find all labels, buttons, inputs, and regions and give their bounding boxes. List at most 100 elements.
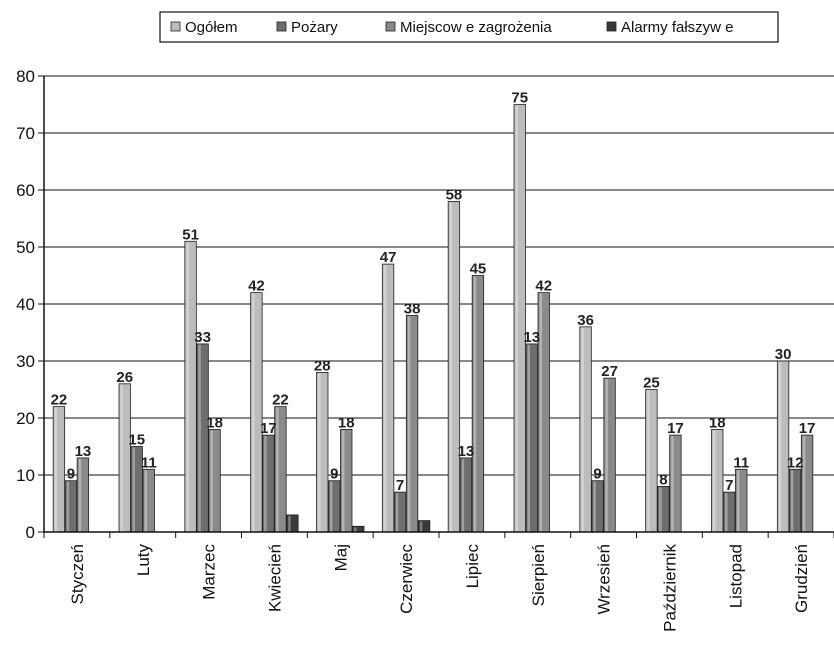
bar-highlight [671,436,674,532]
bar-highlight [461,458,465,532]
bar-highlight [66,481,70,532]
bar-highlight [527,344,530,532]
legend-swatch [170,21,181,32]
category-label: Luty [134,544,153,577]
y-tick-label: 40 [16,295,35,314]
legend-label: Alarmy fałszyw e [621,19,734,36]
bar-highlight [252,293,255,532]
bar-highlight [342,430,345,532]
bar-highlight [515,105,518,532]
axes: 0 10 20 30 40 50 60 70 80 Styczeń Luty Marzec Kwieci… [16,67,834,632]
bar-highlight [539,293,542,532]
legend-swatch [276,21,287,32]
data-labels: 2291326151151331842172228918477385813457… [51,90,816,495]
data-label: 7 [725,477,733,494]
y-tick-label: 70 [16,124,35,143]
category-label: Czerwiec [397,544,416,614]
bar-highlight [288,515,291,532]
category-label: Marzec [200,544,219,600]
data-label: 13 [75,443,92,460]
bar-highlight [276,407,279,532]
bar-highlight [383,265,387,532]
y-tick-label: 50 [16,238,35,257]
data-label: 45 [470,261,487,278]
legend: Ogółem Pożary Miejscow e zagrożenia Alarmy … [159,11,779,43]
data-label: 8 [659,471,667,488]
legend-swatch [606,21,617,32]
data-label: 42 [535,278,552,295]
y-tick-label: 20 [16,409,35,428]
bar-highlight [449,202,453,532]
bar-highlight [778,362,782,532]
legend-box [159,11,779,43]
bar-highlight [144,470,147,532]
y-tick-label: 0 [26,523,35,542]
bar-highlight [713,430,716,532]
category-label: Sierpień [529,544,548,606]
y-tick-label: 60 [16,181,35,200]
data-label: 30 [775,346,792,363]
category-label: Maj [331,544,350,571]
data-label: 58 [446,186,463,203]
bar-highlight [473,276,477,532]
bar-highlight [54,407,58,532]
bar-highlight [790,470,794,532]
y-tick-label: 30 [16,352,35,371]
data-label: 51 [182,226,199,243]
category-label: Styczeń [68,544,87,604]
data-label: 12 [787,454,804,471]
bar-highlight [659,487,662,532]
data-label: 17 [799,420,816,437]
category-label: Wrzesień [595,544,614,615]
data-label: 22 [51,392,68,409]
bar-highlight [647,390,650,532]
bars [52,104,814,533]
category-label: Październik [660,544,679,632]
legend-label: Ogółem [185,19,238,36]
data-label: 11 [733,454,749,471]
bar-highlight [78,458,82,532]
data-label: 11 [141,454,157,471]
bar-highlight [737,470,740,532]
category-label: Kwiecień [265,544,284,612]
category-label: Lipiec [463,544,482,589]
bar-highlight [407,316,411,532]
data-label: 17 [260,420,277,437]
data-label: 18 [709,414,726,431]
legend-label: Miejscow e zagrożenia [400,19,552,36]
data-label: 25 [643,375,660,392]
y-tick-label: 10 [16,466,35,485]
data-label: 22 [272,392,289,409]
data-label: 18 [338,414,355,431]
bar-highlight [120,384,123,532]
bar-highlight [802,436,806,532]
legend-label: Pożary [291,19,338,36]
category-label: Listopad [726,544,745,608]
data-label: 26 [116,369,133,386]
bar-highlight [318,373,321,532]
bar-highlight [264,436,267,532]
bar-highlight [198,344,201,532]
bar-highlight [725,493,728,532]
data-label: 7 [396,477,404,494]
data-label: 36 [577,312,594,329]
bar-highlight [581,327,584,532]
category-label: Grudzień [792,544,811,613]
data-label: 15 [128,432,145,449]
bar-highlight [132,447,135,532]
bar-highlight [186,242,189,533]
legend-swatch [385,21,396,32]
gridlines [44,75,834,476]
bar-highlight [419,521,423,532]
data-label: 75 [511,90,528,107]
bar-highlight [395,493,399,532]
data-label: 13 [458,443,475,460]
data-label: 9 [593,466,601,483]
data-label: 9 [330,466,338,483]
data-label: 18 [206,414,223,431]
data-label: 9 [67,466,75,483]
data-label: 27 [601,363,618,380]
bar-highlight [330,481,333,532]
